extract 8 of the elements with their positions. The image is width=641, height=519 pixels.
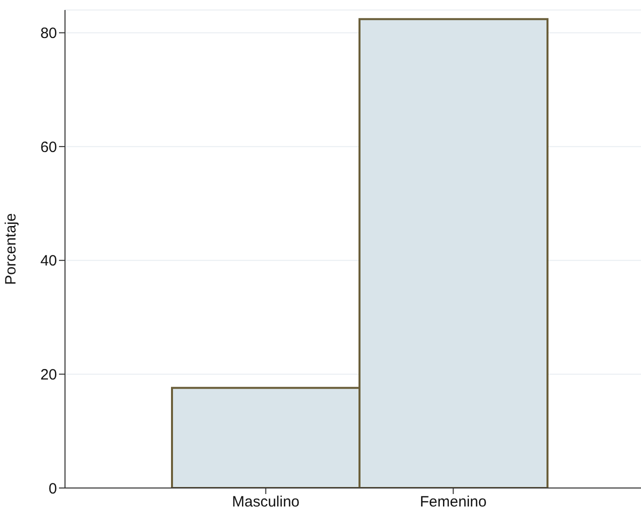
y-tick-label: 40: [40, 252, 57, 270]
y-tick-label: 80: [40, 25, 57, 42]
x-tick-label: Femenino: [420, 494, 487, 511]
x-tick-label: Masculino: [232, 494, 300, 511]
y-tick-label: 0: [48, 480, 57, 498]
y-axis-title: Porcentaje: [2, 213, 20, 285]
y-tick-label: 60: [40, 138, 57, 156]
y-tick-label: 20: [40, 366, 57, 384]
